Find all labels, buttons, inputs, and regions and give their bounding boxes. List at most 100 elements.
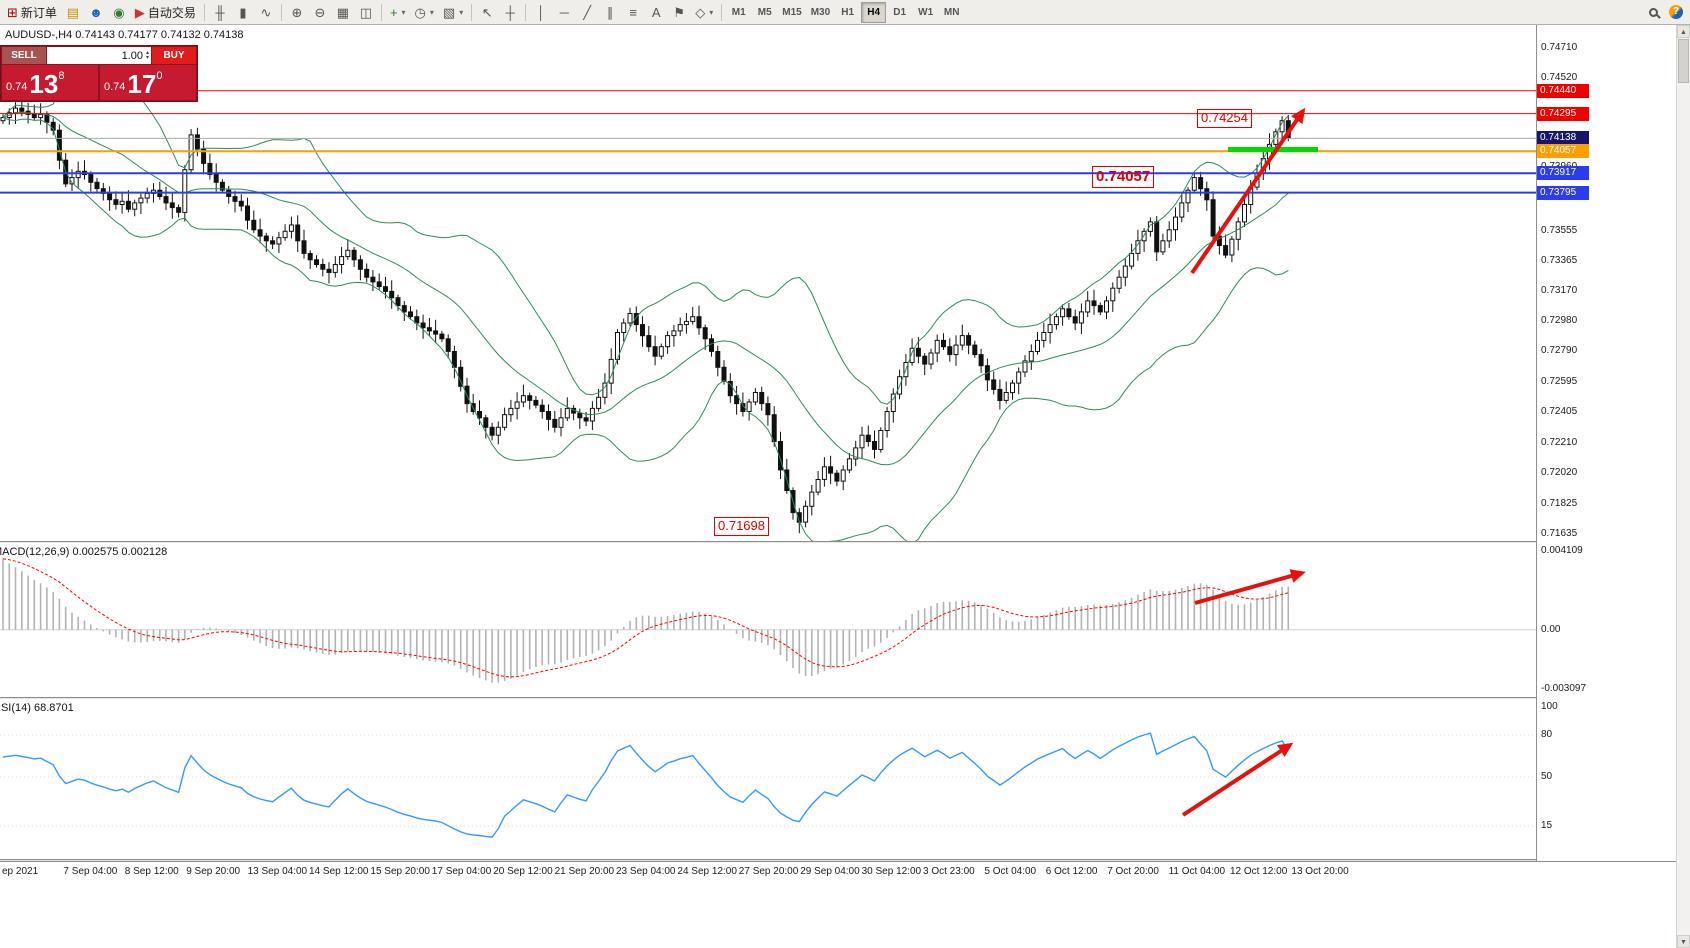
- tile-windows-button[interactable]: ▦: [332, 2, 354, 23]
- cursor-icon: ↖: [481, 4, 493, 20]
- text-icon: A: [651, 4, 661, 20]
- rsi-axis-label: 50: [1541, 771, 1553, 782]
- bid-pipette: 8: [58, 70, 65, 82]
- new-order-button[interactable]: ⊞ 新订单: [3, 2, 61, 23]
- strategy-tester-icon: ◉: [113, 4, 125, 20]
- vertical-line-button[interactable]: │: [530, 2, 552, 23]
- zoom-in-icon: ⊕: [291, 4, 303, 20]
- label-button[interactable]: ⚑: [668, 2, 690, 23]
- timeframe-h1-button[interactable]: H1: [835, 2, 860, 23]
- ask-price[interactable]: 0.74 17 0: [100, 65, 196, 100]
- time-axis-label: 6 Oct 12:00: [1045, 866, 1098, 877]
- crosshair-button[interactable]: ┼: [499, 2, 521, 23]
- bid-price[interactable]: 0.74 13 8: [2, 65, 98, 100]
- auto-trading-button[interactable]: ▶ 自动交易: [131, 2, 200, 23]
- price-annotation-low[interactable]: 0.71698: [714, 517, 769, 536]
- macd-pane[interactable]: MACD(12,26,9) 0.002575 0.002128: [0, 543, 1536, 697]
- price-annotation-high[interactable]: 0.74254: [1197, 109, 1252, 128]
- indicators-button[interactable]: + ▾: [386, 2, 410, 23]
- time-axis-label: 29 Sep 04:00: [800, 866, 860, 877]
- rsi-pane[interactable]: RSI(14) 68.8701: [0, 699, 1536, 859]
- price-axis-label: 0.73960: [1541, 161, 1577, 173]
- cursor-button[interactable]: ↖: [476, 2, 498, 23]
- sell-button[interactable]: SELL: [2, 47, 46, 64]
- price-axis-label: 0.72020: [1541, 467, 1578, 479]
- ask-pipette: 0: [156, 70, 163, 82]
- templates-button[interactable]: ▧ ▾: [439, 2, 467, 23]
- shapes-icon: ◇: [695, 4, 706, 20]
- bid-prefix: 0.74: [6, 81, 28, 93]
- trendline-button[interactable]: ╱: [576, 2, 598, 23]
- price-axis[interactable]: 0.747100.745200.739600.737700.735550.733…: [1536, 25, 1676, 861]
- search-button[interactable]: [1642, 2, 1664, 23]
- horizontal-line-button[interactable]: ─: [553, 2, 575, 23]
- zoom-out-button[interactable]: ⊖: [309, 2, 331, 23]
- cascade-windows-button[interactable]: ◫: [355, 2, 377, 23]
- line-chart-button[interactable]: ∿: [255, 2, 277, 23]
- volume-input[interactable]: 1.00 ▴ ▾: [47, 47, 151, 64]
- rsi-axis-label: 80: [1541, 729, 1553, 740]
- chevron-down-icon: ▾: [709, 7, 714, 17]
- price-axis-label: 0.72405: [1541, 406, 1578, 418]
- shapes-button[interactable]: ◇ ▾: [691, 2, 717, 23]
- timeframe-m5-button[interactable]: M5: [752, 2, 777, 23]
- buy-button[interactable]: BUY: [152, 47, 196, 64]
- time-axis-label: 3 Oct 23:00: [923, 866, 975, 877]
- time-axis-label: 23 Sep 04:00: [616, 866, 676, 877]
- price-axis-label: 0.71825: [1541, 497, 1578, 509]
- price-axis-badge: 0.74440: [1537, 83, 1589, 98]
- candlestick-chart-button[interactable]: ▮: [232, 2, 254, 23]
- zoom-in-button[interactable]: ⊕: [286, 2, 308, 23]
- timeframe-m1-button[interactable]: M1: [726, 2, 751, 23]
- chart-profiles-button[interactable]: ▤: [62, 2, 84, 23]
- timeframe-m30-button[interactable]: M30: [807, 2, 834, 23]
- strategy-tester-button[interactable]: ◉: [108, 2, 130, 23]
- timeframe-d1-button[interactable]: D1: [887, 2, 912, 23]
- ask-prefix: 0.74: [104, 81, 126, 93]
- vertical-scrollbar[interactable]: ▲ ▼: [1676, 25, 1690, 948]
- scroll-thumb[interactable]: [1678, 39, 1689, 83]
- pane-separator[interactable]: [0, 697, 1676, 699]
- search-icon: [1648, 7, 1658, 17]
- auto-trading-button-label: 自动交易: [147, 5, 196, 20]
- price-axis-label: 0.73555: [1541, 224, 1578, 236]
- price-axis-label: 0.73365: [1541, 254, 1578, 266]
- text-button[interactable]: A: [645, 2, 667, 23]
- zoom-out-icon: ⊖: [314, 4, 326, 20]
- fibonacci-button[interactable]: ≡: [622, 2, 644, 23]
- time-axis-label: 7 Sep 04:00: [63, 866, 118, 877]
- time-axis[interactable]: ep 2021 7 Sep 04:00 8 Sep 12:00 9 Sep 20:00…: [0, 861, 1676, 881]
- bar-chart-button[interactable]: ╫: [209, 2, 231, 23]
- scroll-up-button[interactable]: ▲: [1677, 25, 1690, 38]
- channel-button[interactable]: ∥: [599, 2, 621, 23]
- periods-button[interactable]: ◷ ▾: [411, 2, 438, 23]
- market-watch-button[interactable]: ☻: [85, 2, 107, 23]
- timeframe-mn-button[interactable]: MN: [939, 2, 964, 23]
- bid-big-digits: 13: [29, 69, 59, 99]
- timeframe-h4-button[interactable]: H4: [861, 1, 887, 23]
- toolbar-separator: [471, 3, 473, 21]
- new-order-icon: ⊞: [7, 4, 18, 20]
- volume-spinner[interactable]: ▴ ▾: [145, 49, 149, 61]
- label-icon: ⚑: [673, 4, 686, 20]
- new-order-button-label: 新订单: [20, 5, 57, 20]
- price-annotation-support[interactable]: 0.74057: [1092, 166, 1155, 188]
- scroll-down-button[interactable]: ▼: [1677, 935, 1690, 948]
- chart-profiles-icon: ▤: [66, 4, 80, 20]
- cascade-windows-icon: ◫: [359, 4, 373, 20]
- price-chart-pane[interactable]: AUDUSD-,H4 0.74143 0.74177 0.74132 0.741…: [0, 25, 1536, 541]
- help-button[interactable]: ?: [1665, 2, 1687, 23]
- pane-separator[interactable]: [0, 859, 1676, 861]
- symbol-ohlc-header: AUDUSD-,H4 0.74143 0.74177 0.74132 0.741…: [5, 29, 244, 41]
- time-axis-label: 11 Oct 04:00: [1168, 866, 1226, 877]
- timeframe-m15-button[interactable]: M15: [778, 2, 805, 23]
- toolbar-separator: [525, 3, 527, 21]
- timeframe-w1-button[interactable]: W1: [913, 2, 938, 23]
- spinner-down-icon[interactable]: ▾: [145, 54, 149, 61]
- price-axis-badge: 0.74057: [1537, 144, 1589, 159]
- spinner-up-icon[interactable]: ▴: [145, 49, 149, 56]
- macd-axis-label: 0.00: [1541, 623, 1561, 635]
- pane-separator[interactable]: [0, 541, 1676, 543]
- candlestick-chart-icon: ▮: [239, 4, 247, 20]
